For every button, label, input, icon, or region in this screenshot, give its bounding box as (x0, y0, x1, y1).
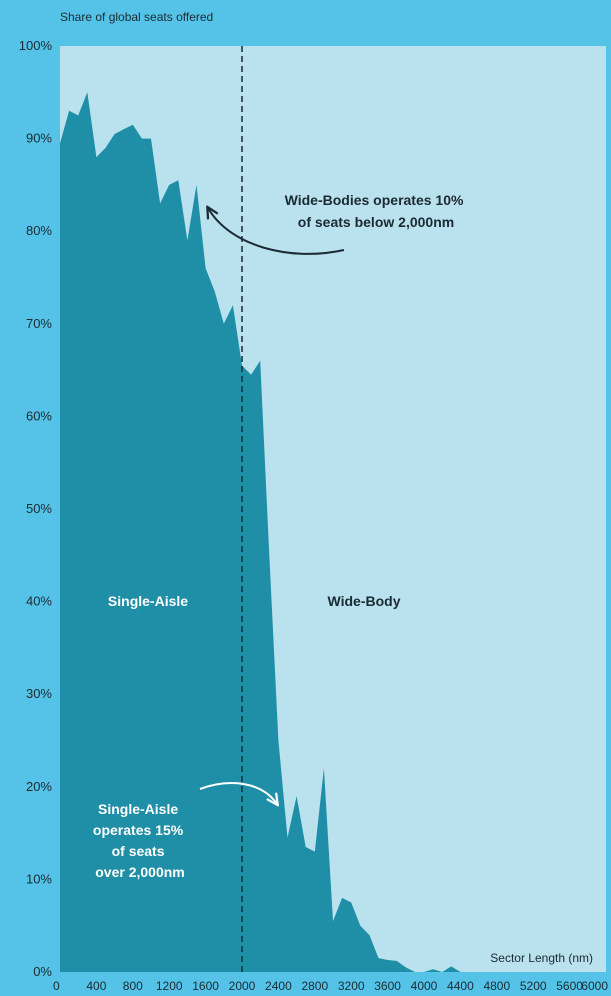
x-tick-label: 4000 (411, 979, 438, 993)
y-tick-label: 20% (26, 779, 52, 794)
x-tick-label: 800 (123, 979, 143, 993)
y-tick-label: 70% (26, 316, 52, 331)
x-tick-label: 400 (86, 979, 106, 993)
annotation-arrow-wide-body (208, 208, 345, 255)
y-tick-label: 60% (26, 408, 52, 423)
x-tick-label: 1200 (156, 979, 183, 993)
y-tick-label: 100% (19, 38, 53, 53)
x-tick-label: 3200 (338, 979, 365, 993)
x-tick-label: 0 (53, 979, 60, 993)
annotation-single-aisle: Single-Aisle operates 15% of seats over … (93, 801, 187, 880)
y-tick-label: 0% (33, 964, 52, 979)
y-tick-label: 40% (26, 594, 52, 609)
y-axis-label: Share of global seats offered (60, 10, 213, 24)
x-tick-label: 2800 (301, 979, 328, 993)
x-tick-label: 2000 (229, 979, 256, 993)
y-tick-label: 10% (26, 871, 52, 886)
y-tick-label: 30% (26, 686, 52, 701)
y-tick-label: 80% (26, 223, 52, 238)
series-label-wide-body: Wide-Body (328, 593, 401, 609)
x-tick-label: 2400 (265, 979, 292, 993)
series-label-single-aisle: Single-Aisle (108, 593, 188, 609)
x-tick-label: 5600 (556, 979, 583, 993)
x-tick-label: 5200 (520, 979, 547, 993)
x-tick-label: 4400 (447, 979, 474, 993)
annotation-wide-body: Wide-Bodies operates 10% of seats below … (285, 192, 468, 230)
x-tick-label: 6000 (581, 979, 608, 993)
x-tick-label: 4800 (483, 979, 510, 993)
annotation-arrow-single-aisle (199, 782, 277, 804)
x-tick-label: 1600 (192, 979, 219, 993)
single-aisle-area (60, 92, 479, 973)
x-axis-label: Sector Length (nm) (490, 951, 593, 965)
y-tick-label: 50% (26, 501, 52, 516)
x-tick-label: 3600 (374, 979, 401, 993)
y-tick-label: 90% (26, 131, 52, 146)
